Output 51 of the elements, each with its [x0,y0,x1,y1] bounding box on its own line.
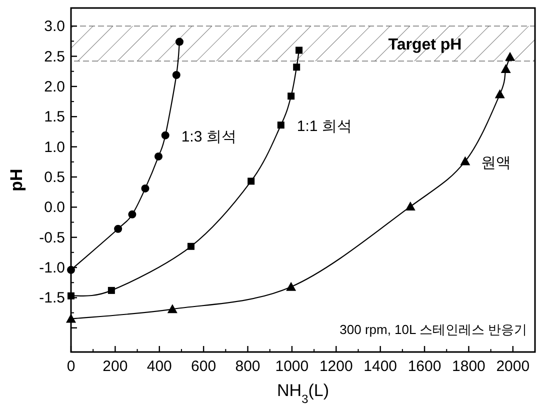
y-tick-label: 0.0 [44,199,65,216]
point [167,304,178,314]
x-tick-label: 600 [191,358,216,375]
series-label: 원액 [481,154,512,172]
point [505,52,516,61]
point [293,64,300,71]
point [108,286,115,294]
point [161,131,170,140]
series-label: 1:3 희석 [181,128,236,146]
point [172,70,180,79]
point [175,38,184,46]
point [154,152,162,160]
x-tick-label: 1200 [319,358,353,375]
point [500,64,511,73]
point [288,92,295,100]
point [286,282,296,291]
x-axis-title: NH$_{3}$(L) [277,381,329,406]
x-tick-label: 200 [102,358,128,375]
x-tick-label: 1400 [364,358,398,375]
point [405,202,416,211]
x-tick-label: 0 [66,358,76,375]
y-tick-label: -1.0 [39,260,65,277]
band-label: Target pH [388,36,462,54]
y-tick-label: 2.5 [44,48,65,66]
point [248,178,255,185]
point [296,46,303,54]
point [114,224,122,233]
y-tick-label: 1.5 [44,108,65,126]
x-tick-label: 400 [146,358,172,375]
x-tick-label: 1000 [275,358,309,375]
point [187,242,194,250]
y-tick-label: 3.0 [44,18,65,36]
x-tick-label: 800 [235,358,260,375]
point [128,210,136,218]
point [66,314,76,323]
y-tick-label: -0.5 [39,229,65,246]
y-tick-label: -1.5 [39,290,65,307]
point [494,89,505,98]
point [141,184,150,192]
point [68,292,74,300]
x-tick-label: 1800 [452,358,486,375]
point [460,156,470,166]
y-tick-label: 0.5 [44,168,65,186]
y-axis-title: pH [7,168,26,192]
y-tick-label: 1.0 [44,138,65,156]
annotation: 300 rpm, 10L 스테인레스 반응기 [340,322,527,337]
x-tick-label: 1600 [408,358,442,375]
series-label: 1:1 희석 [296,118,352,136]
x-tick-label: 2000 [496,358,530,375]
y-tick-label: 2.0 [44,78,65,96]
point [277,122,284,129]
